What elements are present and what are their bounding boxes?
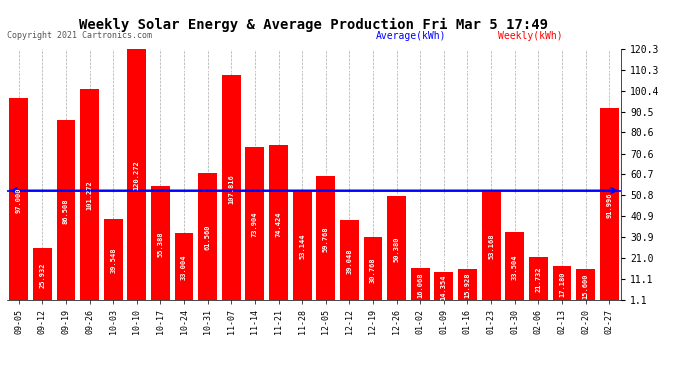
Text: •53.031: •53.031 xyxy=(0,174,6,207)
Bar xyxy=(553,266,571,302)
Bar xyxy=(293,190,312,302)
Text: 21.732: 21.732 xyxy=(535,267,542,292)
Text: 25.932: 25.932 xyxy=(39,262,46,288)
Text: 15.928: 15.928 xyxy=(464,273,471,298)
Bar xyxy=(104,219,123,302)
Bar xyxy=(316,176,335,302)
Text: 33.004: 33.004 xyxy=(181,255,187,280)
Text: Weekly(kWh): Weekly(kWh) xyxy=(498,31,563,41)
Text: 30.768: 30.768 xyxy=(370,257,376,283)
Text: 17.180: 17.180 xyxy=(559,272,565,297)
Bar xyxy=(80,89,99,302)
Bar xyxy=(387,196,406,302)
Text: 59.768: 59.768 xyxy=(323,226,328,252)
Bar xyxy=(458,269,477,302)
Bar xyxy=(57,120,75,302)
Text: 91.996: 91.996 xyxy=(607,193,612,218)
Bar xyxy=(33,248,52,302)
Bar xyxy=(175,233,193,302)
Text: 39.048: 39.048 xyxy=(346,248,353,274)
Bar xyxy=(505,232,524,302)
Text: 39.548: 39.548 xyxy=(110,248,116,273)
Text: 61.560: 61.560 xyxy=(205,225,210,250)
Bar xyxy=(529,256,548,302)
Text: 16.068: 16.068 xyxy=(417,273,423,298)
Bar xyxy=(340,220,359,302)
Text: 97.000: 97.000 xyxy=(16,188,21,213)
Text: 86.508: 86.508 xyxy=(63,198,69,224)
Text: 73.904: 73.904 xyxy=(252,211,258,237)
Text: Copyright 2021 Cartronics.com: Copyright 2021 Cartronics.com xyxy=(7,31,152,40)
Text: 53.144: 53.144 xyxy=(299,234,305,259)
Bar xyxy=(435,272,453,302)
Text: 53.168: 53.168 xyxy=(488,234,494,259)
Text: 50.380: 50.380 xyxy=(393,237,400,262)
Bar xyxy=(269,146,288,302)
Text: 33.504: 33.504 xyxy=(512,254,518,280)
Text: 101.272: 101.272 xyxy=(86,181,92,210)
Text: 107.816: 107.816 xyxy=(228,174,235,204)
Bar xyxy=(222,75,241,302)
Bar xyxy=(198,172,217,302)
Title: Weekly Solar Energy & Average Production Fri Mar 5 17:49: Weekly Solar Energy & Average Production… xyxy=(79,18,549,32)
Text: 74.424: 74.424 xyxy=(275,211,282,237)
Bar xyxy=(411,268,430,302)
Text: 53.031•: 53.031• xyxy=(622,174,631,207)
Bar xyxy=(128,49,146,302)
Bar xyxy=(600,108,619,302)
Bar xyxy=(576,269,595,302)
Text: 120.272: 120.272 xyxy=(134,161,140,190)
Text: 14.354: 14.354 xyxy=(441,274,447,300)
Bar xyxy=(151,186,170,302)
Text: Average(kWh): Average(kWh) xyxy=(375,31,446,41)
Bar xyxy=(246,147,264,302)
Text: 15.600: 15.600 xyxy=(582,273,589,298)
Text: 55.388: 55.388 xyxy=(157,231,164,257)
Bar xyxy=(364,237,382,302)
Bar xyxy=(482,190,500,302)
Bar xyxy=(9,98,28,302)
